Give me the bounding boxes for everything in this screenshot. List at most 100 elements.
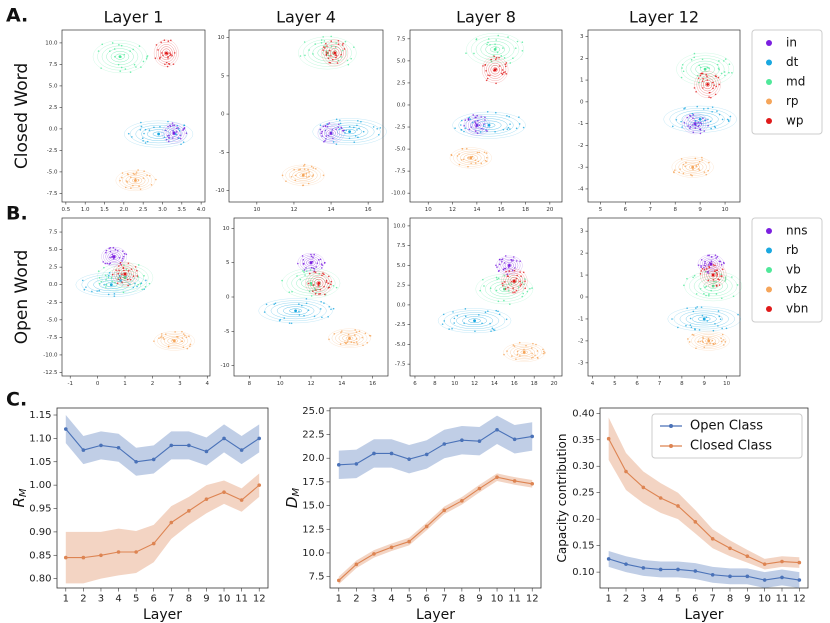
point	[495, 475, 499, 479]
kde-dot	[109, 50, 111, 52]
kde-dot	[331, 58, 334, 61]
kde-dot	[357, 136, 359, 139]
cluster-center	[711, 284, 715, 288]
kde-dot	[721, 268, 724, 271]
kde-dot	[710, 256, 713, 258]
kde-dot	[698, 64, 701, 67]
x-axis-label: Layer	[684, 607, 723, 623]
kde-dot	[332, 284, 335, 287]
kde-contour	[472, 121, 482, 129]
kde-dot	[354, 135, 357, 137]
kde-dot	[503, 299, 505, 302]
plot-frame	[587, 29, 741, 203]
kde-dot	[312, 290, 314, 292]
kde-dot	[534, 354, 536, 357]
x-tick-label: 3	[98, 594, 104, 605]
kde-contour	[453, 149, 489, 167]
kde-dot	[312, 284, 315, 286]
kde-dot	[181, 337, 184, 339]
kde-contour	[312, 44, 343, 62]
kde-dot	[720, 337, 722, 339]
kde-dot	[516, 353, 519, 356]
kde-contour	[464, 116, 514, 135]
kde-dot	[692, 310, 695, 313]
kde-contour	[698, 75, 717, 94]
kde-dot	[522, 126, 525, 129]
kde-dot	[690, 173, 692, 176]
kde-dot	[705, 285, 708, 288]
kde-dot	[177, 127, 179, 129]
kde-dot	[514, 267, 516, 269]
x-tick-label: 14	[328, 207, 335, 213]
kde-dot	[704, 119, 706, 122]
kde-dot	[322, 174, 325, 177]
kde-dot	[303, 41, 306, 43]
kde-contour	[164, 50, 169, 56]
kde-dot	[468, 116, 471, 119]
cluster-center	[709, 262, 713, 266]
y-tick-label: 0.20	[572, 514, 594, 525]
kde-dot	[142, 140, 144, 142]
kde-dot	[521, 281, 524, 284]
kde-dot	[125, 268, 128, 271]
error-band	[608, 417, 800, 570]
kde-contour	[321, 39, 349, 67]
kde-contour	[700, 77, 715, 92]
x-tick-label: 0.5	[61, 207, 70, 213]
kde-dot	[495, 276, 498, 279]
point	[336, 578, 341, 583]
y-tick-label: 5.0	[49, 83, 58, 89]
kde-contour	[494, 283, 515, 295]
x-tick-label: 2	[623, 594, 629, 605]
kde-contour	[490, 46, 501, 53]
kde-dot	[736, 284, 739, 286]
kde-dot	[162, 336, 164, 339]
kde-dot	[504, 267, 506, 270]
kde-dot	[692, 113, 695, 116]
kde-dot	[175, 133, 178, 136]
kde-dot	[123, 269, 125, 272]
kde-dot	[332, 137, 334, 140]
kde-dot	[705, 316, 708, 318]
kde-contour	[687, 114, 713, 124]
kde-dot	[143, 275, 145, 277]
x-tick-label: 3.5	[177, 207, 186, 213]
kde-dot	[704, 262, 706, 265]
kde-dot	[489, 43, 491, 46]
kde-dot	[489, 74, 491, 77]
kde-dot	[155, 44, 158, 46]
kde-contour	[680, 55, 730, 83]
point	[693, 520, 698, 524]
kde-dot	[176, 124, 179, 127]
kde-dot	[715, 85, 718, 88]
kde-layer	[281, 35, 387, 187]
kde-dot	[368, 334, 371, 337]
kde-dot	[721, 118, 724, 121]
kde-dot	[709, 342, 711, 345]
kde-dot	[139, 283, 142, 285]
point	[728, 546, 732, 551]
kde-dot	[322, 125, 325, 128]
kde-dot	[701, 80, 704, 83]
kde-dot	[498, 258, 501, 261]
kde-dot	[523, 348, 525, 351]
kde-contour	[276, 304, 315, 318]
kde-dot	[707, 254, 709, 257]
kde-dot	[347, 340, 349, 342]
y-tick-label: 0.40	[572, 408, 594, 419]
kde-contour	[305, 280, 317, 286]
kde-dot	[127, 262, 130, 265]
kde-dot	[691, 333, 694, 336]
legend-dot	[766, 286, 772, 293]
point	[169, 520, 174, 525]
kde-dot	[353, 334, 356, 336]
kde-contour	[510, 345, 539, 359]
cluster-center	[317, 281, 321, 285]
kde-dot	[115, 269, 118, 271]
kde-dot	[498, 263, 501, 266]
cluster-center	[333, 51, 337, 55]
y-tick-label: -2	[578, 338, 583, 344]
kde-dot	[167, 40, 170, 43]
y-tick-label: -2.5	[395, 125, 406, 131]
y-tick-label: 0.35	[572, 435, 594, 446]
